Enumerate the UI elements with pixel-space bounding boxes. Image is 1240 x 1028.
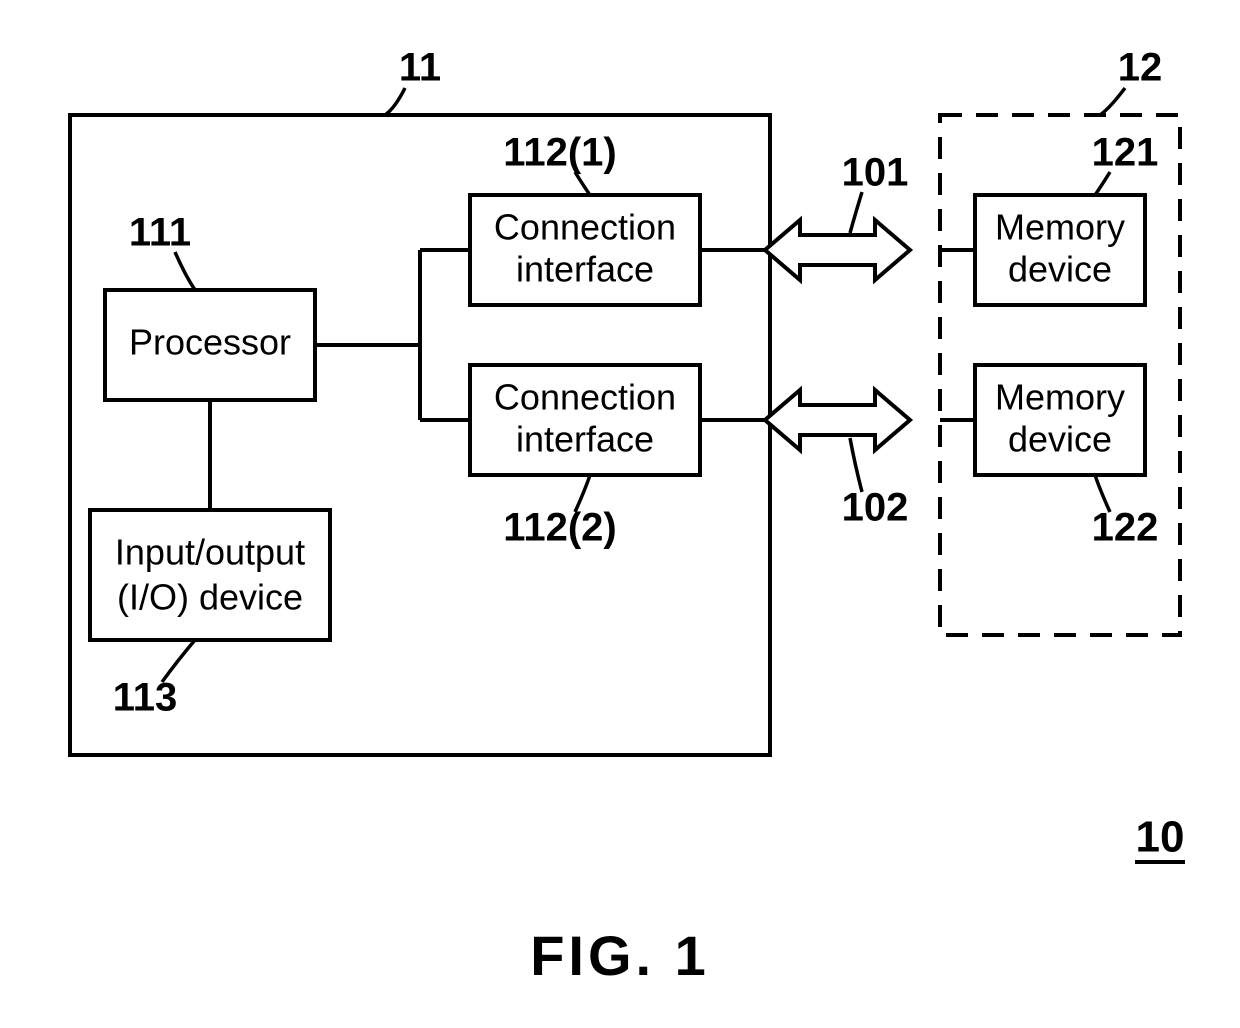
conn-if-2-label-2: interface: [516, 419, 654, 460]
io-device-label-1: Input/output: [115, 532, 305, 573]
ref-host: 11: [399, 46, 441, 90]
io-device-block: Input/output (I/O) device: [90, 510, 330, 640]
ref-overall: 10: [1136, 813, 1185, 862]
ref-mem-1: 121: [1092, 131, 1159, 175]
mem-1-label-2: device: [1008, 249, 1112, 290]
mem-2-label-1: Memory: [995, 377, 1125, 418]
memory-device-2-block: Memory device: [975, 365, 1145, 475]
ref-memory-group: 12: [1118, 46, 1163, 90]
ref-bus-1: 101: [842, 151, 909, 195]
conn-if-1-label-2: interface: [516, 249, 654, 290]
leader-bus1: [850, 192, 862, 233]
conn-if-2-label-1: Connection: [494, 377, 676, 418]
ref-conn-if-2: 112(2): [503, 506, 616, 550]
leader-conn1: [575, 172, 590, 195]
mem-2-label-2: device: [1008, 419, 1112, 460]
processor-block: Processor: [105, 290, 315, 400]
mem-1-label-1: Memory: [995, 207, 1125, 248]
processor-label: Processor: [129, 322, 291, 363]
leader-bus2: [850, 438, 862, 492]
memory-device-1-block: Memory device: [975, 195, 1145, 305]
figure-caption: FIG. 1: [530, 924, 710, 987]
leader-memgroup: [1100, 88, 1125, 115]
leader-host: [385, 88, 405, 115]
io-device-label-2: (I/O) device: [117, 577, 303, 618]
bus-arrow-2: [765, 390, 910, 450]
connection-interface-1-block: Connection interface: [470, 195, 700, 305]
ref-overall-group: 10: [1135, 813, 1185, 862]
ref-io-device: 113: [113, 676, 178, 720]
bus-arrow-1: [765, 220, 910, 280]
ref-bus-2: 102: [842, 486, 909, 530]
leader-processor: [175, 252, 195, 290]
ref-mem-2: 122: [1092, 506, 1159, 550]
conn-if-1-label-1: Connection: [494, 207, 676, 248]
connection-interface-2-block: Connection interface: [470, 365, 700, 475]
ref-processor: 111: [129, 211, 191, 255]
diagram-canvas: Processor Input/output (I/O) device Conn…: [0, 0, 1240, 1028]
ref-conn-if-1: 112(1): [503, 131, 616, 175]
leader-mem1: [1095, 172, 1110, 195]
